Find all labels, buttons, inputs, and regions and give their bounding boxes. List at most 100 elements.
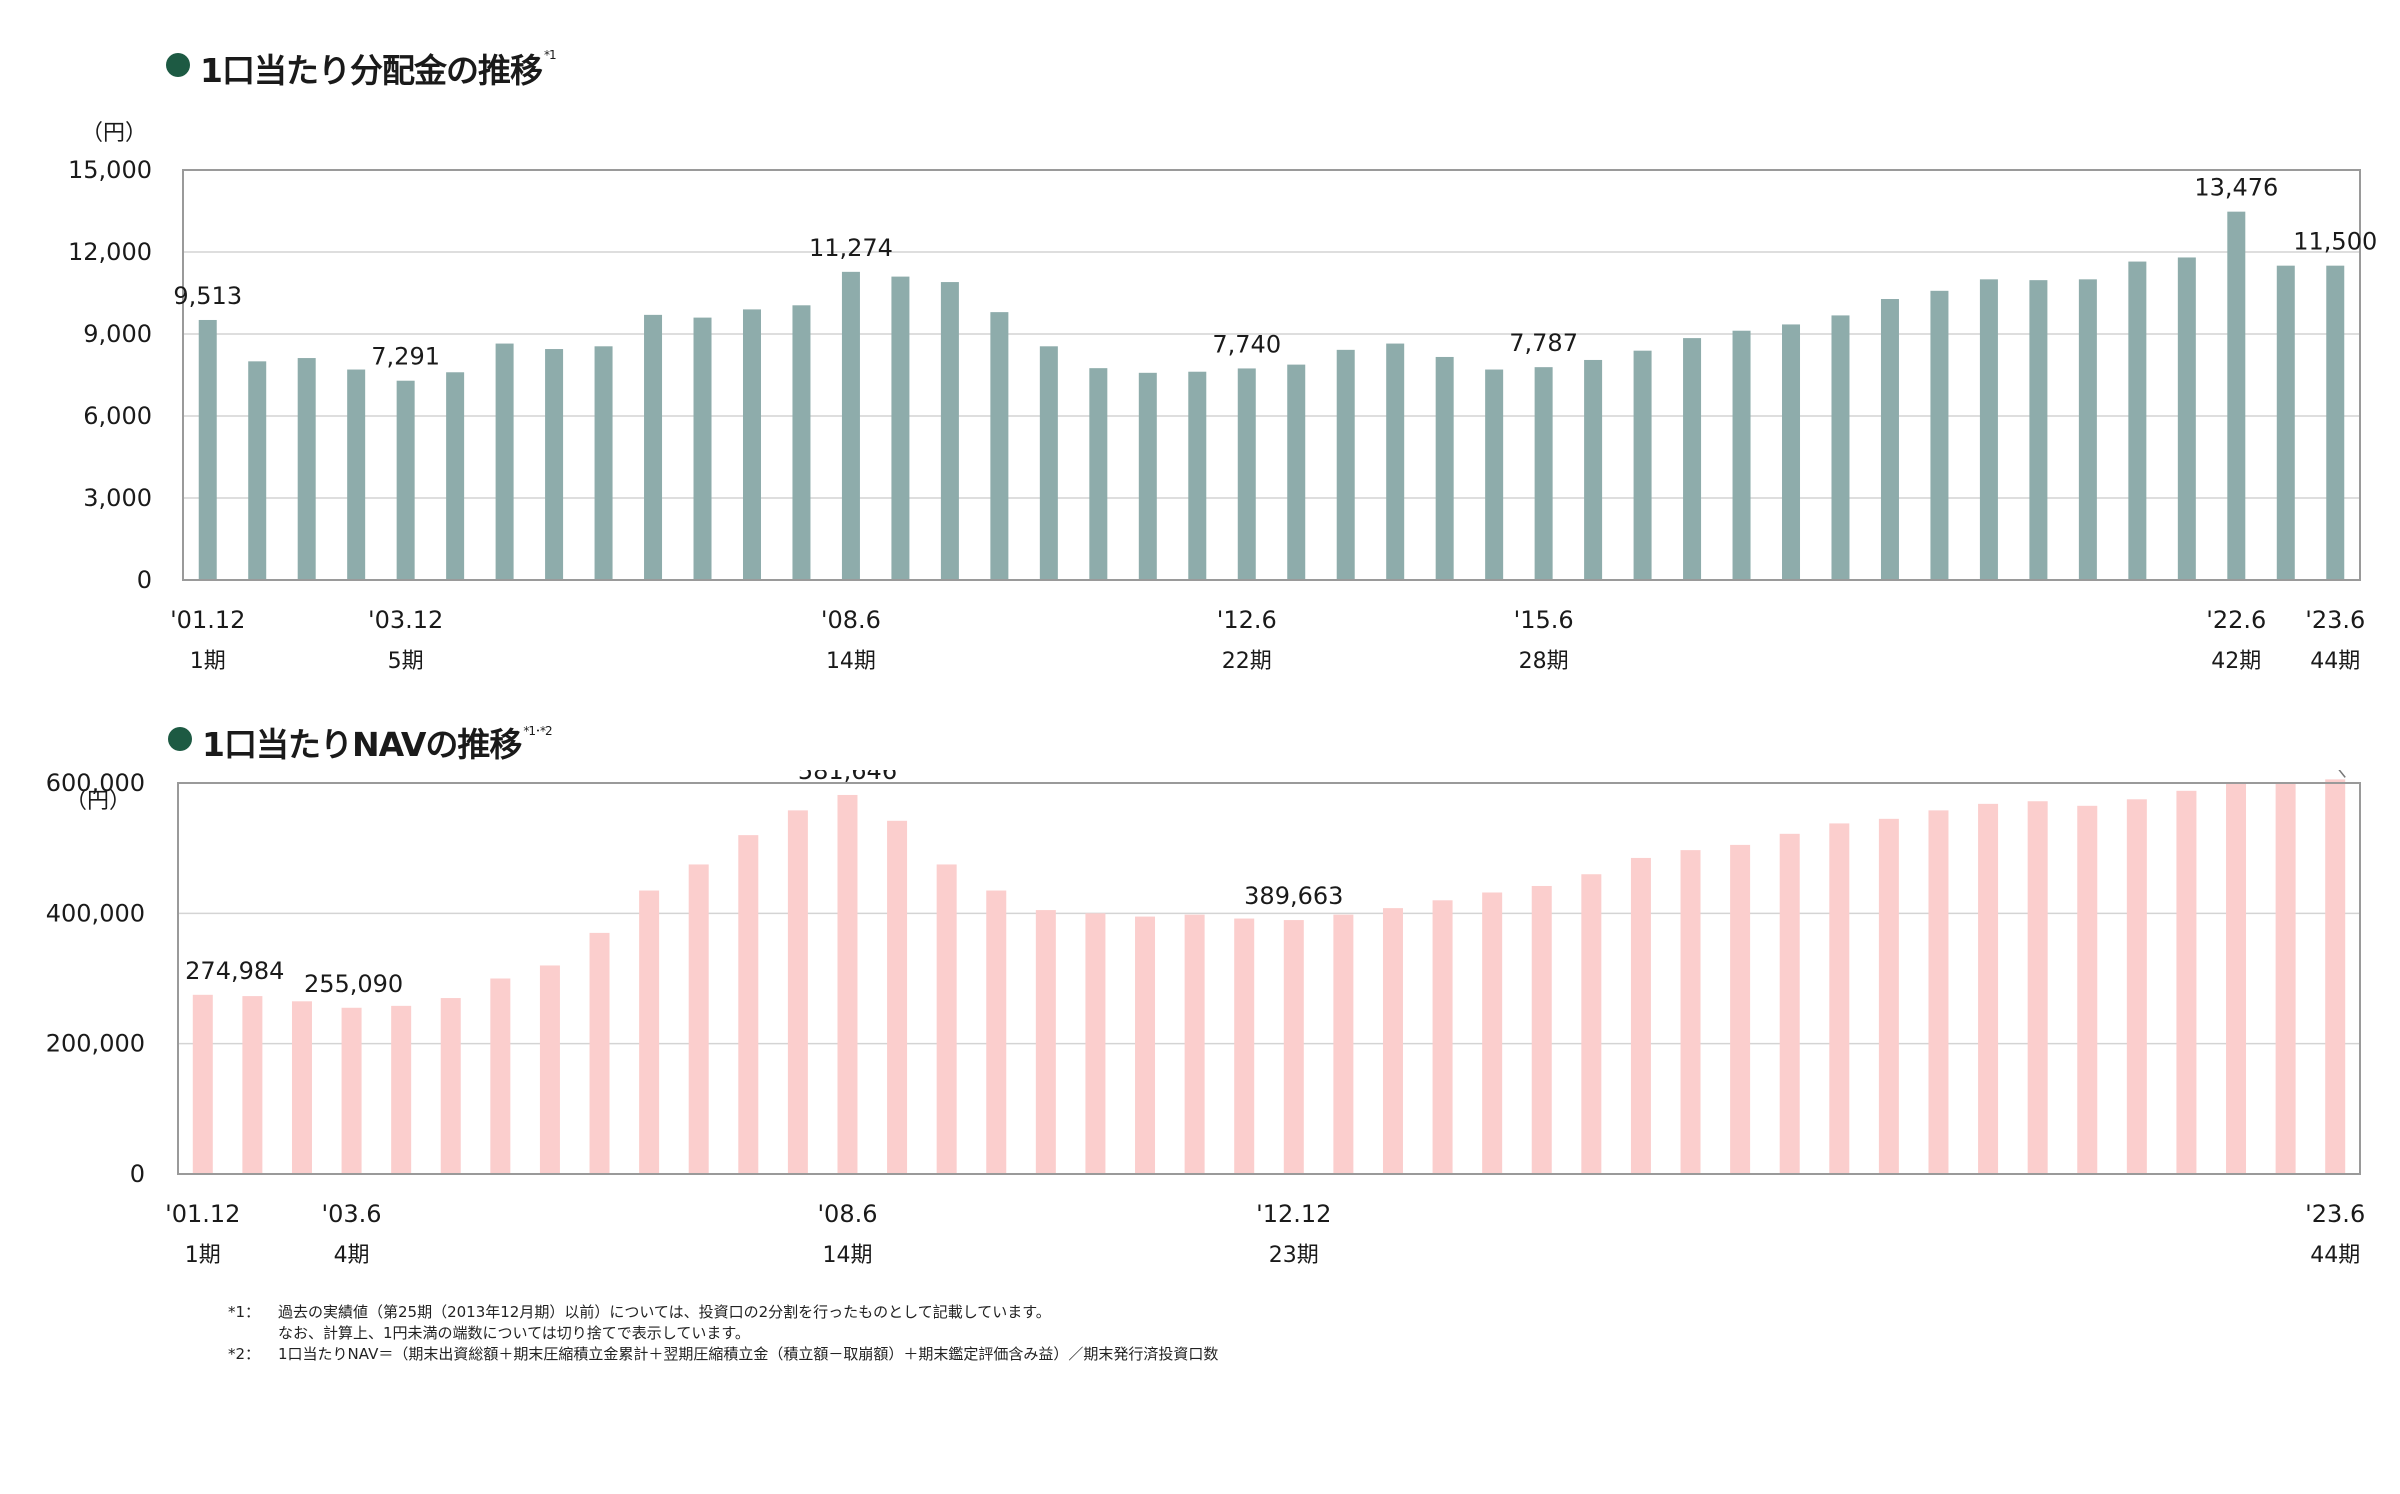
nav-bar-period-12 xyxy=(738,835,759,1174)
nav-bar-period-25 xyxy=(1382,908,1403,1174)
nav-bar-period-6 xyxy=(440,998,461,1174)
footnote-1-line1: 過去の実績値（第25期（2013年12月期）以前）については、投資口の2分割を行… xyxy=(278,1303,1051,1321)
nav-bar-period-17 xyxy=(986,890,1007,1174)
nav-x-period-label: 1期 xyxy=(185,1243,221,1268)
distribution-bar-period-38 xyxy=(2029,280,2048,580)
distribution-bar-period-9 xyxy=(594,346,613,580)
distribution-bar-period-40 xyxy=(2128,261,2147,580)
nav-bar-chart: （円）600,000 400,000 200,000 0 274,984 255,090 5… xyxy=(46,770,2365,1268)
nav-bar-period-33 xyxy=(1779,833,1800,1174)
nav-title-note: *1･*2 xyxy=(523,724,552,738)
footnotes: *1： 過去の実績値（第25期（2013年12月期）以前）については、投資口の2… xyxy=(228,1302,1218,1365)
distribution-bar-period-30 xyxy=(1633,350,1652,580)
distribution-y-tick-label: 0 xyxy=(137,566,152,594)
distribution-plot-frame xyxy=(182,169,2361,581)
nav-x-period-label: 23期 xyxy=(1269,1243,1319,1268)
nav-bar-period-27 xyxy=(1482,892,1503,1174)
distribution-data-label: 13,476 xyxy=(2194,174,2278,202)
distribution-bar-period-26 xyxy=(1435,356,1454,580)
nav-x-date-label: '08.6 xyxy=(817,1200,877,1228)
nav-bar-period-21 xyxy=(1184,914,1205,1174)
distribution-bar-period-36 xyxy=(1930,290,1949,580)
nav-plot-frame xyxy=(177,782,2361,1175)
nav-bar-period-42 xyxy=(2226,783,2247,1174)
nav-bar-period-8 xyxy=(539,965,560,1174)
nav-bar-period-41 xyxy=(2176,790,2197,1174)
nav-data-label-leader xyxy=(2338,770,2346,778)
nav-bar-period-35 xyxy=(1878,818,1899,1174)
nav-bar-period-16 xyxy=(936,864,957,1174)
nav-bar-period-40 xyxy=(2126,799,2147,1174)
nav-y-tick-label: 0 xyxy=(130,1160,145,1188)
distribution-bar-period-34 xyxy=(1831,315,1850,580)
distribution-y-tick-label: 3,000 xyxy=(83,484,152,512)
distribution-bar-period-39 xyxy=(2078,279,2097,580)
distribution-x-period-label: 1期 xyxy=(190,649,226,674)
distribution-chart-title: 1口当たり分配金の推移 *1 xyxy=(166,44,557,92)
distribution-bar-period-28 xyxy=(1534,367,1553,580)
distribution-bar-period-11 xyxy=(693,317,712,580)
nav-y-tick-label: 400,000 xyxy=(46,899,145,927)
footnote-1-label: *1： xyxy=(228,1303,261,1321)
footnote-1-line2: なお、計算上、1円未満の端数については切り捨てで表示しています。 xyxy=(278,1324,750,1342)
distribution-y-tick-label: 6,000 xyxy=(83,402,152,430)
nav-bar-period-14 xyxy=(837,794,858,1174)
bullet-dot-icon xyxy=(168,727,192,751)
distribution-x-period-label: 5期 xyxy=(388,649,424,674)
distribution-bar-period-17 xyxy=(990,312,1009,580)
distribution-bar-period-16 xyxy=(940,282,959,580)
nav-bar-period-32 xyxy=(1730,844,1751,1174)
distribution-bar-period-13 xyxy=(792,305,811,580)
distribution-y-unit-label: （円） xyxy=(81,121,147,146)
nav-bar-period-34 xyxy=(1829,823,1850,1174)
nav-x-period-label: 44期 xyxy=(2310,1243,2360,1268)
distribution-bar-period-4 xyxy=(347,369,366,580)
nav-bar-period-43 xyxy=(2275,782,2296,1174)
distribution-bar-period-8 xyxy=(545,349,564,580)
distribution-bar-chart: （円） 15,000 12,000 9,000 6,000 3,000 0 9,513 7,29… xyxy=(68,121,2377,674)
distribution-bar-period-18 xyxy=(1039,346,1058,580)
nav-bar-period-39 xyxy=(2077,805,2098,1174)
distribution-title-note: *1 xyxy=(543,48,557,62)
distribution-bar-period-41 xyxy=(2177,257,2196,580)
distribution-bar-period-20 xyxy=(1138,372,1157,580)
footnote-2-line1: 1口当たりNAV＝（期末出資総額＋期末圧縮積立金累計＋翌期圧縮積立金（積立額－取… xyxy=(278,1345,1219,1363)
distribution-bar-period-29 xyxy=(1584,359,1603,580)
distribution-x-period-label: 28期 xyxy=(1519,649,1569,674)
distribution-x-date-label: '15.6 xyxy=(1514,606,1574,634)
distribution-x-date-label: '22.6 xyxy=(2206,606,2266,634)
distribution-data-label: 7,787 xyxy=(1509,329,1578,357)
nav-data-label: 389,663 xyxy=(1244,882,1343,910)
distribution-bar-period-44 xyxy=(2326,265,2345,580)
nav-x-date-label: '01.12 xyxy=(165,1200,240,1228)
nav-x-date-label: '12.12 xyxy=(1256,1200,1331,1228)
distribution-x-period-label: 14期 xyxy=(826,649,876,674)
nav-bar-period-3 xyxy=(291,1001,312,1174)
distribution-title-text: 1口当たり分配金の推移 xyxy=(200,51,543,90)
nav-bar-period-7 xyxy=(490,978,511,1174)
nav-y-tick-label: 600,000 xyxy=(46,770,145,797)
nav-bar-period-11 xyxy=(688,864,709,1174)
distribution-bar-period-1 xyxy=(198,319,217,580)
nav-bar-period-4 xyxy=(341,1007,362,1174)
nav-data-label: 274,984 xyxy=(185,957,284,985)
distribution-bar-period-27 xyxy=(1485,369,1504,580)
distribution-x-period-label: 42期 xyxy=(2211,649,2261,674)
nav-y-unit-label: （円） xyxy=(65,789,131,814)
footnote-2-label: *2： xyxy=(228,1345,261,1363)
distribution-data-label: 9,513 xyxy=(173,282,242,310)
distribution-bar-period-3 xyxy=(297,358,316,580)
nav-bar-period-38 xyxy=(2027,801,2048,1174)
distribution-data-label: 7,740 xyxy=(1212,330,1281,358)
nav-data-label: 581,646 xyxy=(798,770,897,785)
distribution-bar-period-15 xyxy=(891,276,910,580)
distribution-bar-period-7 xyxy=(495,343,514,580)
nav-bar-period-44 xyxy=(2325,779,2346,1174)
nav-bar-period-22 xyxy=(1234,918,1255,1174)
nav-x-period-label: 14期 xyxy=(822,1243,872,1268)
nav-bar-period-30 xyxy=(1630,857,1651,1174)
nav-bar-period-13 xyxy=(787,810,808,1174)
distribution-bar-period-22 xyxy=(1237,368,1256,580)
distribution-x-date-label: '08.6 xyxy=(821,606,881,634)
distribution-x-date-label: '03.12 xyxy=(368,606,443,634)
